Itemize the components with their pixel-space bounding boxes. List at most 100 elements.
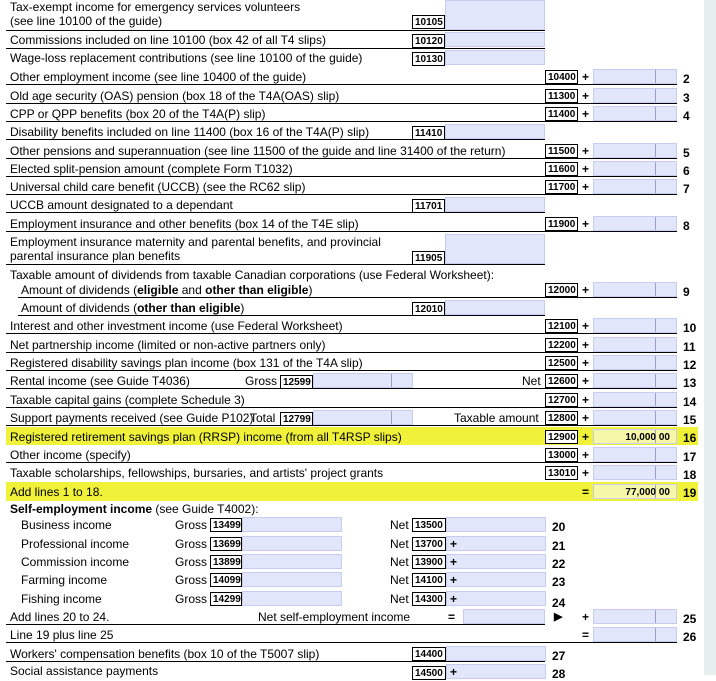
field-line-19[interactable]	[593, 484, 677, 499]
field-14500[interactable]	[446, 664, 546, 679]
code-11900: 11900	[545, 217, 578, 231]
underline	[6, 231, 677, 232]
taxable-amount-label: Taxable amount	[454, 411, 539, 425]
field-net-self-employment[interactable]	[463, 609, 545, 624]
field-11700[interactable]	[593, 179, 677, 194]
field-14400[interactable]	[446, 646, 546, 661]
plus-sign: +	[582, 430, 590, 444]
field-11300[interactable]	[593, 88, 677, 103]
underline	[6, 661, 545, 662]
line-22-label: Commission income	[21, 555, 130, 569]
field-11500[interactable]	[593, 143, 677, 158]
code-12599: 12599	[280, 375, 313, 389]
field-line-25[interactable]	[593, 609, 677, 624]
line-18-label: Taxable scholarships, fellowships, bursa…	[10, 466, 384, 480]
field-12800[interactable]	[593, 410, 677, 425]
code-10105: 10105	[412, 15, 445, 29]
field-12600[interactable]	[593, 373, 677, 388]
net-label: Net	[390, 573, 409, 587]
field-13899[interactable]	[242, 554, 342, 569]
field-12799[interactable]	[313, 410, 413, 425]
field-12900[interactable]	[593, 429, 677, 444]
underline	[6, 48, 545, 49]
code-11700: 11700	[545, 180, 578, 194]
plus-sign: +	[450, 537, 458, 551]
field-10400[interactable]	[593, 69, 677, 84]
field-14099[interactable]	[242, 572, 342, 587]
field-13900[interactable]	[446, 554, 546, 569]
other-than-eligible-label: Amount of dividends (other than eligible…	[21, 301, 245, 315]
line-number-24: 24	[552, 596, 566, 610]
field-11701[interactable]	[445, 197, 545, 212]
line-number-5: 5	[683, 146, 690, 160]
underline	[6, 642, 677, 643]
field-10120[interactable]	[445, 32, 545, 47]
line-number-20: 20	[552, 520, 566, 534]
plus-sign: +	[582, 180, 590, 194]
gross-label: Gross	[245, 374, 278, 388]
field-12500[interactable]	[593, 355, 677, 370]
commissions-label: Commissions included on line 10100 (box …	[10, 33, 326, 47]
gross-label: Gross	[175, 537, 208, 551]
field-13499[interactable]	[242, 517, 342, 532]
line-16-label: Registered retirement savings plan (RRSP…	[10, 430, 402, 444]
field-14100[interactable]	[446, 572, 546, 587]
field-line-26[interactable]	[593, 627, 677, 642]
line-21-label: Professional income	[21, 537, 130, 551]
net-label: Net	[390, 592, 409, 606]
field-14300[interactable]	[446, 591, 546, 606]
field-10105[interactable]	[445, 0, 545, 30]
field-11410[interactable]	[445, 124, 545, 139]
net-label: Net	[390, 518, 409, 532]
line-number-28: 28	[552, 667, 566, 681]
line-28-label: Social assistance payments	[10, 664, 159, 678]
code-11905: 11905	[412, 251, 445, 265]
field-13699[interactable]	[242, 536, 342, 551]
field-13500[interactable]	[446, 517, 546, 532]
highlight-line-16	[6, 427, 698, 445]
field-12000[interactable]	[593, 282, 677, 297]
field-12010[interactable]	[445, 300, 545, 315]
wage-loss-label: Wage-loss replacement contributions (see…	[10, 51, 363, 65]
underline	[6, 158, 677, 159]
field-10130[interactable]	[445, 50, 545, 65]
field-12200[interactable]	[593, 337, 677, 352]
field-14299[interactable]	[242, 591, 342, 606]
code-12900: 12900	[545, 430, 578, 444]
line-number-25: 25	[683, 612, 697, 626]
field-12700[interactable]	[593, 392, 677, 407]
line-number-16: 16	[683, 431, 697, 445]
line-number-14: 14	[683, 395, 697, 409]
line-19-amount: 77,000	[625, 487, 656, 498]
plus-sign: +	[582, 374, 590, 388]
field-11600[interactable]	[593, 161, 677, 176]
code-12000: 12000	[545, 283, 578, 297]
code-13499: 13499	[210, 518, 242, 532]
line-number-11: 11	[683, 340, 696, 354]
line-8-label: Employment insurance and other benefits …	[10, 217, 359, 231]
code-11701: 11701	[412, 199, 445, 213]
plus-sign: +	[582, 610, 590, 624]
line-number-15: 15	[683, 413, 697, 427]
code-12799: 12799	[280, 412, 313, 426]
field-13010[interactable]	[593, 465, 677, 480]
line-23-label: Farming income	[21, 573, 108, 587]
line-4-label: CPP or QPP benefits (box 20 of the T4A(P…	[10, 107, 266, 121]
underline	[6, 624, 545, 625]
field-12599[interactable]	[313, 373, 413, 388]
field-13000[interactable]	[593, 447, 677, 462]
underline	[6, 333, 677, 334]
underline	[6, 30, 545, 31]
field-13700[interactable]	[446, 536, 546, 551]
underline	[6, 370, 677, 371]
underline	[6, 139, 545, 140]
plus-sign: +	[450, 592, 458, 606]
code-13900: 13900	[412, 555, 446, 569]
field-11400[interactable]	[593, 106, 677, 121]
field-12100[interactable]	[593, 318, 677, 333]
plus-sign: +	[582, 466, 590, 480]
field-11905[interactable]	[445, 234, 545, 264]
plus-sign: +	[582, 70, 590, 84]
line-number-8: 8	[683, 219, 690, 233]
field-11900[interactable]	[593, 216, 677, 231]
